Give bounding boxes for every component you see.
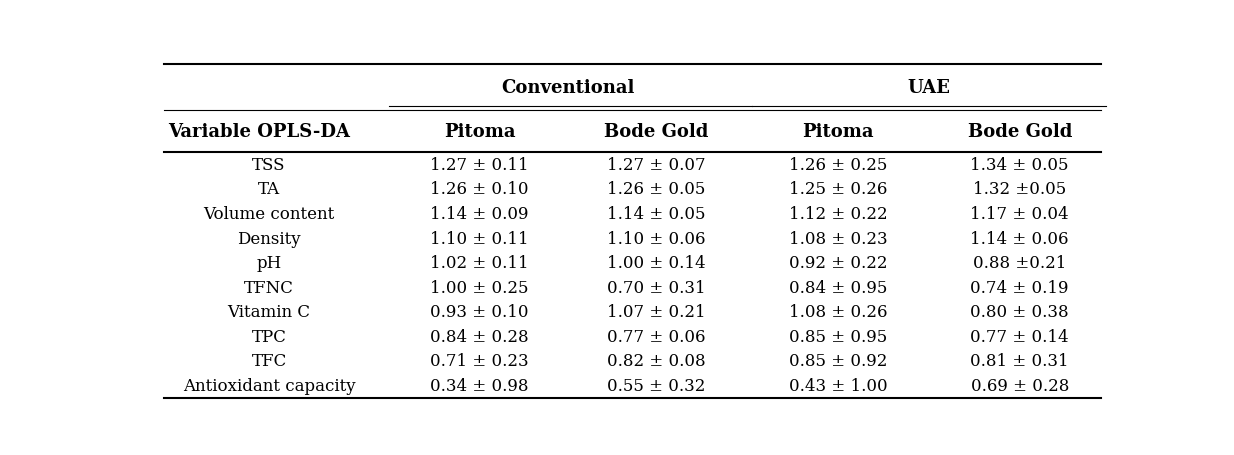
Text: 0.88 ±0.21: 0.88 ±0.21 [974,255,1066,272]
Text: Pitoma: Pitoma [444,123,515,141]
Text: Antioxidant capacity: Antioxidant capacity [183,377,355,394]
Text: 1.14 ± 0.06: 1.14 ± 0.06 [970,230,1069,247]
Text: Conventional: Conventional [501,79,634,97]
Text: TPC: TPC [252,328,286,345]
Text: 1.00 ± 0.14: 1.00 ± 0.14 [607,255,706,272]
Text: 0.92 ± 0.22: 0.92 ± 0.22 [789,255,887,272]
Text: Volume content: Volume content [204,206,334,222]
Text: 1.25 ± 0.26: 1.25 ± 0.26 [789,181,887,198]
Text: 0.69 ± 0.28: 0.69 ± 0.28 [971,377,1069,394]
Text: Pitoma: Pitoma [802,123,874,141]
Text: 1.10 ± 0.11: 1.10 ± 0.11 [431,230,528,247]
Text: UAE: UAE [907,79,950,97]
Text: 1.14 ± 0.09: 1.14 ± 0.09 [431,206,528,222]
Text: 0.93 ± 0.10: 0.93 ± 0.10 [431,303,528,321]
Text: Vitamin C: Vitamin C [227,303,311,321]
Text: 1.32 ±0.05: 1.32 ±0.05 [974,181,1066,198]
Text: 0.84 ± 0.95: 0.84 ± 0.95 [789,279,887,296]
Text: Density: Density [237,230,301,247]
Text: 0.43 ± 1.00: 0.43 ± 1.00 [789,377,887,394]
Text: 1.12 ± 0.22: 1.12 ± 0.22 [789,206,887,222]
Text: Bode Gold: Bode Gold [967,123,1072,141]
Text: Variable OPLS-DA: Variable OPLS-DA [169,123,350,141]
Text: 0.71 ± 0.23: 0.71 ± 0.23 [431,353,528,369]
Text: 0.74 ± 0.19: 0.74 ± 0.19 [970,279,1069,296]
Text: 1.08 ± 0.26: 1.08 ± 0.26 [789,303,887,321]
Text: TSS: TSS [252,157,286,173]
Text: 0.80 ± 0.38: 0.80 ± 0.38 [970,303,1069,321]
Text: 0.81 ± 0.31: 0.81 ± 0.31 [970,353,1069,369]
Text: 1.27 ± 0.11: 1.27 ± 0.11 [431,157,528,173]
Text: TFNC: TFNC [244,279,294,296]
Text: 1.14 ± 0.05: 1.14 ± 0.05 [607,206,706,222]
Text: 1.07 ± 0.21: 1.07 ± 0.21 [607,303,706,321]
Text: 0.84 ± 0.28: 0.84 ± 0.28 [431,328,528,345]
Text: 0.55 ± 0.32: 0.55 ± 0.32 [607,377,706,394]
Text: 1.26 ± 0.10: 1.26 ± 0.10 [431,181,528,198]
Text: 0.70 ± 0.31: 0.70 ± 0.31 [607,279,706,296]
Text: 1.02 ± 0.11: 1.02 ± 0.11 [431,255,528,272]
Text: 1.17 ± 0.04: 1.17 ± 0.04 [970,206,1069,222]
Text: TFC: TFC [252,353,286,369]
Text: 1.26 ± 0.25: 1.26 ± 0.25 [789,157,887,173]
Text: 1.08 ± 0.23: 1.08 ± 0.23 [789,230,887,247]
Text: 1.34 ± 0.05: 1.34 ± 0.05 [970,157,1069,173]
Text: 0.77 ± 0.14: 0.77 ± 0.14 [970,328,1069,345]
Text: 1.10 ± 0.06: 1.10 ± 0.06 [607,230,706,247]
Text: TA: TA [258,181,280,198]
Text: 0.34 ± 0.98: 0.34 ± 0.98 [431,377,528,394]
Text: 1.26 ± 0.05: 1.26 ± 0.05 [607,181,706,198]
Text: 0.77 ± 0.06: 0.77 ± 0.06 [607,328,706,345]
Text: 0.82 ± 0.08: 0.82 ± 0.08 [607,353,706,369]
Text: 1.00 ± 0.25: 1.00 ± 0.25 [431,279,528,296]
Text: 0.85 ± 0.95: 0.85 ± 0.95 [789,328,887,345]
Text: Bode Gold: Bode Gold [605,123,708,141]
Text: 1.27 ± 0.07: 1.27 ± 0.07 [607,157,706,173]
Text: pH: pH [257,255,281,272]
Text: 0.85 ± 0.92: 0.85 ± 0.92 [789,353,887,369]
